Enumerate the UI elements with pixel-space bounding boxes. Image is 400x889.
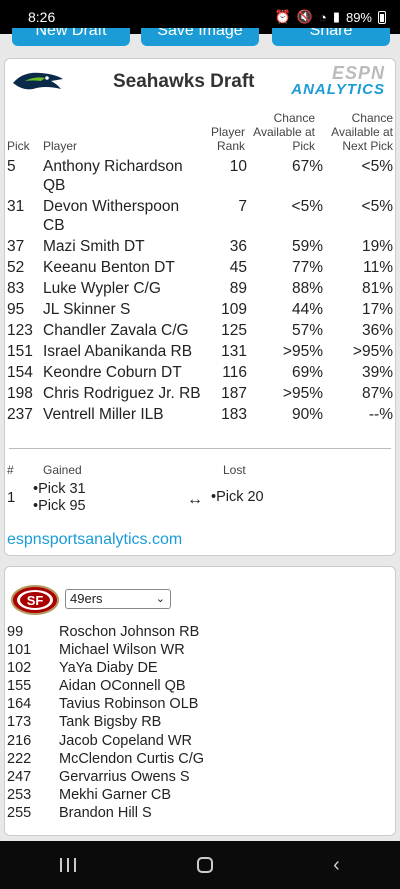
column-header-rank: Player Rank — [210, 125, 245, 153]
alarm-icon: ⏰ — [274, 9, 291, 24]
table-row: 123 Chandler Zavala C/G 125 57% 36% — [7, 322, 393, 339]
home-icon[interactable] — [196, 857, 213, 873]
trade-header-lost: Lost — [223, 463, 246, 477]
team-picks-card: SF 49ers ⌄ 99 Roschon Johnson RB 101 Micha… — [4, 566, 396, 836]
table-row: 52 Keeanu Benton DT 45 77% 11% — [7, 259, 393, 276]
table-row: 198 Chris Rodriguez Jr. RB 187 >95% 87% — [7, 385, 393, 402]
table-row: 37 Mazi Smith DT 36 59% 19% — [7, 238, 393, 255]
wifi-icon: ◔ — [318, 9, 327, 25]
trade-lost: •Pick 20 — [211, 489, 264, 505]
clock: 8:26 — [28, 9, 56, 25]
draft-card-header: Seahawks Draft ESPN ANALYTICS — [5, 59, 395, 111]
share-button[interactable]: Share — [272, 28, 390, 46]
espn-analytics-link[interactable]: espnsportsanalytics.com — [7, 531, 183, 548]
seahawks-draft-card: Seahawks Draft ESPN ANALYTICS Pick Playe… — [4, 58, 396, 556]
column-header-pick: Pick — [7, 139, 30, 153]
49ers-logo: SF — [11, 585, 59, 615]
table-row: 95 JL Skinner S 109 44% 17% — [7, 301, 393, 318]
table-row: 31 Devon Witherspoon CB 7 <5% <5% — [7, 198, 393, 234]
column-header-available-next-pick: Chance Available at Next Pick — [331, 111, 393, 153]
save-image-button[interactable]: Save Image — [141, 28, 259, 46]
column-header-player: Player — [43, 139, 78, 153]
table-row: 154 Keondre Coburn DT 116 69% 39% — [7, 364, 393, 381]
signal-icon: ▮ — [332, 9, 340, 24]
table-row: 5 Anthony Richardson QB 10 67% <5% — [7, 158, 393, 194]
team-select[interactable]: 49ers ⌄ — [65, 589, 171, 609]
divider — [9, 448, 391, 449]
mute-icon: 🔇 — [296, 9, 313, 24]
back-icon[interactable]: ‹ — [333, 853, 340, 876]
trade-gained: •Pick 31 •Pick 95 — [33, 481, 86, 514]
recent-apps-icon[interactable] — [60, 858, 77, 872]
top-button-bar: New Draft Save Image Share — [0, 28, 400, 48]
trade-arrow-icon: ↔ — [187, 491, 203, 508]
seahawks-logo — [13, 72, 63, 90]
table-row: 151 Israel Abanikanda RB 131 >95% >95% — [7, 343, 393, 360]
table-row: 237 Ventrell Miller ILB 183 90% --% — [7, 406, 393, 423]
trade-header-number: # — [7, 463, 14, 477]
trade-header-gained: Gained — [43, 463, 82, 477]
battery-percent: 89% — [345, 9, 372, 25]
draft-title: Seahawks Draft — [113, 71, 255, 92]
espn-analytics-logo: ESPN ANALYTICS — [291, 63, 385, 98]
svg-text:SF: SF — [27, 593, 44, 608]
new-draft-button[interactable]: New Draft — [12, 28, 130, 46]
trade-number: 1 — [7, 489, 16, 506]
chevron-down-icon: ⌄ — [155, 593, 165, 605]
battery-icon — [378, 10, 386, 24]
column-header-available-at-pick: Chance Available at Pick — [253, 111, 315, 153]
system-nav-bar: ‹ — [0, 841, 400, 889]
draft-table: 5 Anthony Richardson QB 10 67% <5% 31 De… — [5, 157, 397, 426]
table-row: 83 Luke Wypler C/G 89 88% 81% — [7, 280, 393, 297]
